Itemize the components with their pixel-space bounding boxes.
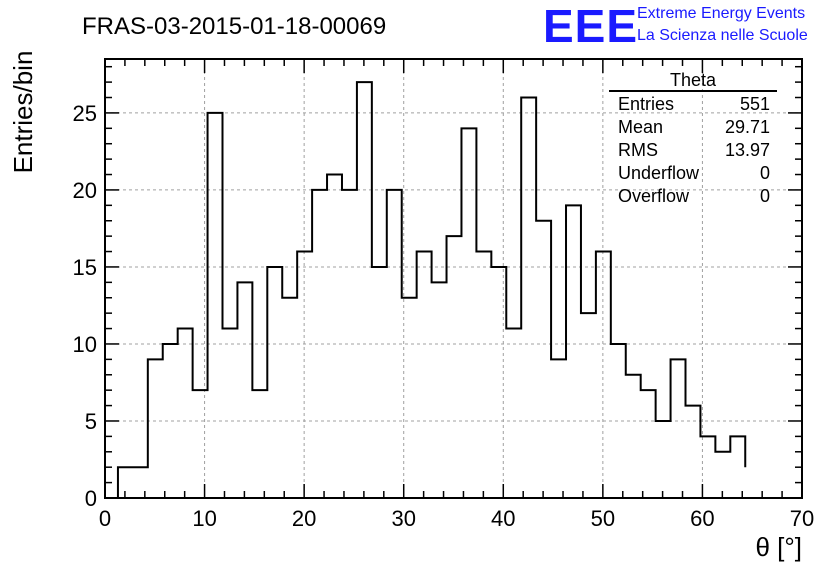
grid-lines bbox=[105, 59, 802, 498]
y-tick-label: 10 bbox=[73, 332, 97, 357]
y-tick-label: 20 bbox=[73, 178, 97, 203]
y-tick-label: 15 bbox=[73, 255, 97, 280]
stats-value-entries: 551 bbox=[740, 94, 770, 114]
org-name-line2: La Scienza nelle Scuole bbox=[637, 27, 808, 44]
x-tick-label: 0 bbox=[99, 506, 111, 531]
stats-value-mean: 29.71 bbox=[725, 117, 770, 137]
stats-label-entries: Entries bbox=[618, 94, 674, 114]
histogram-series bbox=[116, 81, 747, 498]
stats-value-rms: 13.97 bbox=[725, 140, 770, 160]
x-tick-label: 10 bbox=[192, 506, 216, 531]
stats-label-rms: RMS bbox=[618, 140, 658, 160]
x-tick-label: 20 bbox=[292, 506, 316, 531]
y-axis-label: Entries/bin bbox=[8, 51, 38, 174]
y-tick-label: 0 bbox=[85, 486, 97, 511]
stats-box: Theta Entries 551 Mean 29.71 RMS 13.97 U… bbox=[609, 70, 777, 206]
stats-value-underflow: 0 bbox=[760, 163, 770, 183]
x-axis-label: θ [°] bbox=[755, 532, 802, 562]
run-title: FRAS-03-2015-01-18-00069 bbox=[82, 13, 386, 40]
axis-ticks bbox=[104, 59, 803, 499]
x-tick-label: 50 bbox=[591, 506, 615, 531]
stats-value-overflow: 0 bbox=[760, 186, 770, 206]
tick-labels: 0 10 20 30 40 50 60 70 0 5 10 15 20 25 bbox=[73, 101, 815, 531]
x-tick-label: 70 bbox=[790, 506, 814, 531]
x-tick-label: 60 bbox=[690, 506, 714, 531]
stats-label-overflow: Overflow bbox=[618, 186, 690, 206]
stats-label-mean: Mean bbox=[618, 117, 663, 137]
x-tick-label: 40 bbox=[491, 506, 515, 531]
stats-title: Theta bbox=[670, 70, 717, 90]
x-tick-label: 30 bbox=[391, 506, 415, 531]
stats-label-underflow: Underflow bbox=[618, 163, 700, 183]
y-tick-label: 5 bbox=[85, 409, 97, 434]
plot-frame bbox=[104, 58, 803, 499]
eee-logo: EEE bbox=[543, 0, 638, 52]
org-name-line1: Extreme Energy Events bbox=[637, 5, 805, 22]
y-tick-label: 25 bbox=[73, 101, 97, 126]
